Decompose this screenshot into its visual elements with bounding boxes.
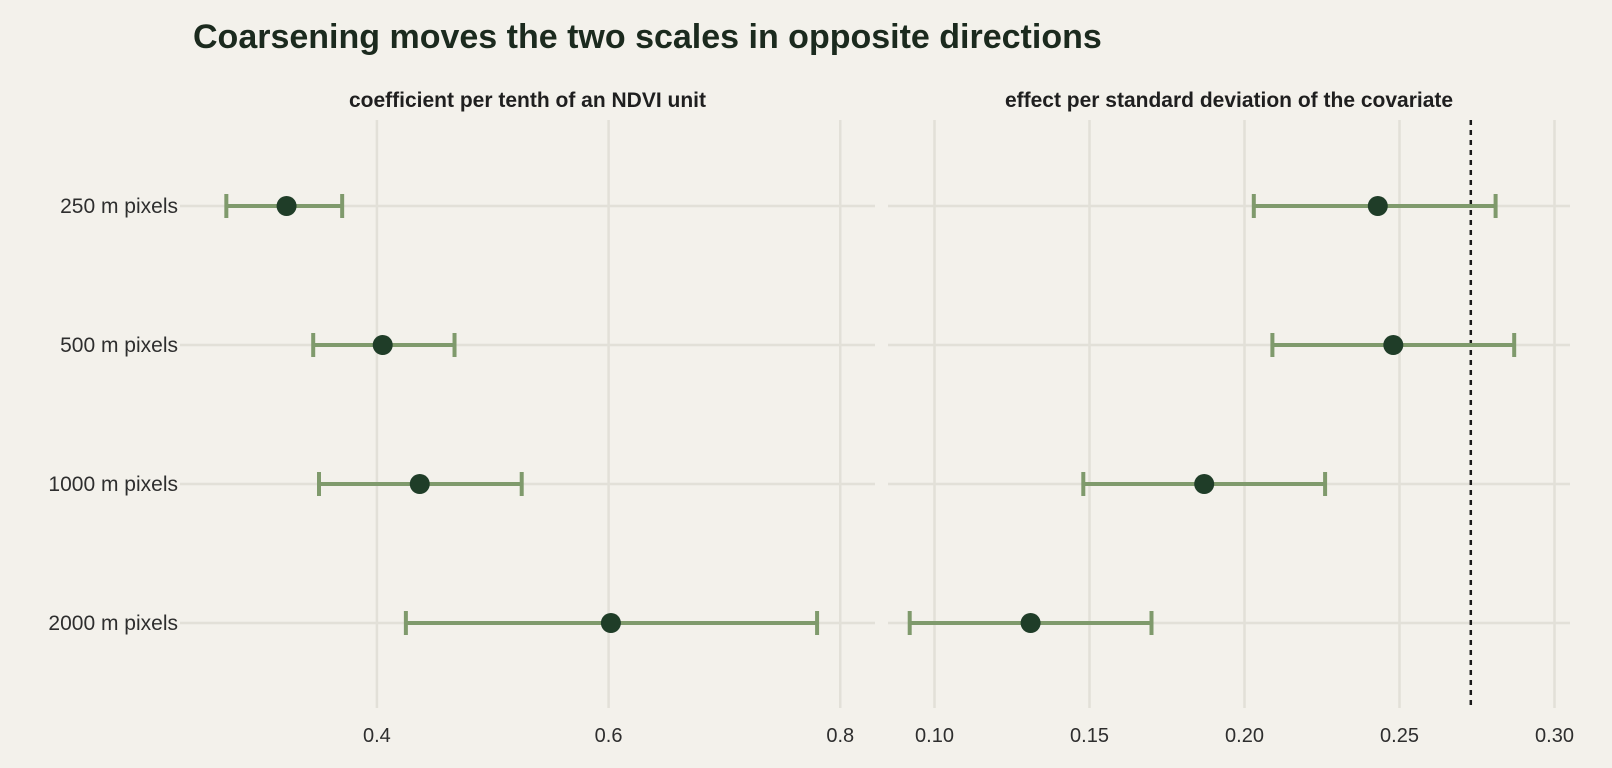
category-label: 1000 m pixels (48, 473, 178, 496)
estimate-point (409, 474, 430, 494)
category-label: 2000 m pixels (48, 612, 178, 635)
estimate-point (1383, 335, 1404, 355)
estimate-point (1367, 196, 1388, 216)
category-label: 250 m pixels (60, 195, 178, 218)
x-tick-label: 0.10 (915, 725, 954, 747)
category-label: 500 m pixels (60, 334, 178, 357)
estimate-point (1194, 474, 1215, 494)
estimate-point (372, 335, 393, 355)
x-tick-label: 0.8 (826, 725, 854, 747)
panel-title: effect per standard deviation of the cov… (1005, 89, 1453, 112)
x-tick-label: 0.25 (1380, 725, 1419, 747)
x-tick-label: 0.30 (1535, 725, 1574, 747)
x-tick-label: 0.20 (1225, 725, 1264, 747)
chart-title: Coarsening moves the two scales in oppos… (193, 18, 1102, 56)
estimate-point (276, 196, 297, 216)
panel-title: coefficient per tenth of an NDVI unit (349, 89, 706, 112)
x-tick-label: 0.4 (363, 725, 391, 747)
x-tick-label: 0.15 (1070, 725, 1109, 747)
estimate-point (600, 613, 621, 633)
estimate-point (1020, 613, 1041, 633)
x-tick-label: 0.6 (595, 725, 623, 747)
